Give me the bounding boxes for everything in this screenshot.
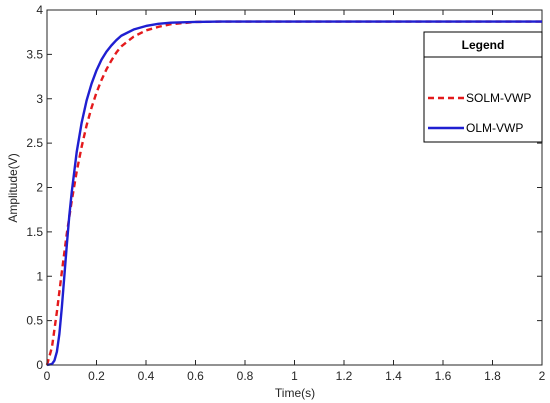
legend: Legend SOLM-VWP OLM-VWP bbox=[423, 31, 543, 143]
x-tick-label: 1.8 bbox=[484, 369, 501, 383]
x-tick-label: 0.6 bbox=[187, 369, 204, 383]
y-tick-label: 0.5 bbox=[26, 314, 43, 328]
legend-label-solm-vwp: SOLM-VWP bbox=[466, 91, 531, 105]
x-tick-label: 0.2 bbox=[88, 369, 105, 383]
x-tick-label: 1.2 bbox=[336, 369, 353, 383]
x-tick-label: 2 bbox=[539, 369, 546, 383]
x-tick-label: 0 bbox=[44, 369, 51, 383]
x-tick-label: 0.4 bbox=[138, 369, 155, 383]
x-axis-label: Time(s) bbox=[275, 386, 315, 400]
x-tick-label: 1 bbox=[291, 369, 298, 383]
legend-title: Legend bbox=[462, 38, 505, 52]
y-tick-label: 2.5 bbox=[26, 136, 43, 150]
legend-box bbox=[423, 31, 543, 143]
series-layer bbox=[45, 20, 542, 367]
y-tick-label: 2 bbox=[36, 181, 43, 195]
legend-label-olm-vwp: OLM-VWP bbox=[466, 121, 523, 135]
series-line-olm-vwp bbox=[46, 20, 542, 367]
y-tick-label: 0 bbox=[36, 358, 43, 372]
ticks-layer: 0 0.2 0.4 0.6 0.8 1 1.2 1.4 1.6 1.8 2 0 0.5 1 1.5 2 2.5 3… bbox=[26, 3, 545, 383]
y-tick-label: 3 bbox=[36, 92, 43, 106]
x-tick-label: 1.6 bbox=[435, 369, 452, 383]
y-tick-label: 1 bbox=[36, 269, 43, 283]
x-tick-label: 1.4 bbox=[385, 369, 402, 383]
y-tick-label: 3.5 bbox=[26, 47, 43, 61]
x-tick-label: 0.8 bbox=[237, 369, 254, 383]
y-axis-label: Amplitude(V) bbox=[6, 153, 20, 222]
y-tick-label: 4 bbox=[36, 3, 43, 17]
y-tick-label: 1.5 bbox=[26, 225, 43, 239]
